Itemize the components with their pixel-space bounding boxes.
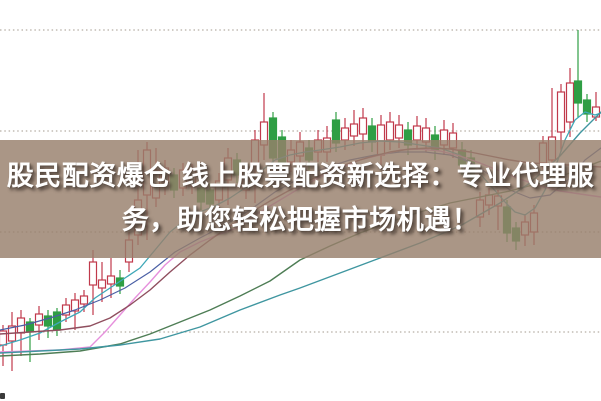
promo-text-line2: 务，助您轻松把握市场机遇！ [121, 205, 480, 236]
promo-banner: 股民配资爆仓 线上股票配资新选择：专业代理服 务，助您轻松把握市场机遇！ [0, 140, 601, 258]
corner-artifact [0, 393, 5, 399]
promo-text-line1: 股民配资爆仓 线上股票配资新选择：专业代理服 [6, 161, 595, 192]
